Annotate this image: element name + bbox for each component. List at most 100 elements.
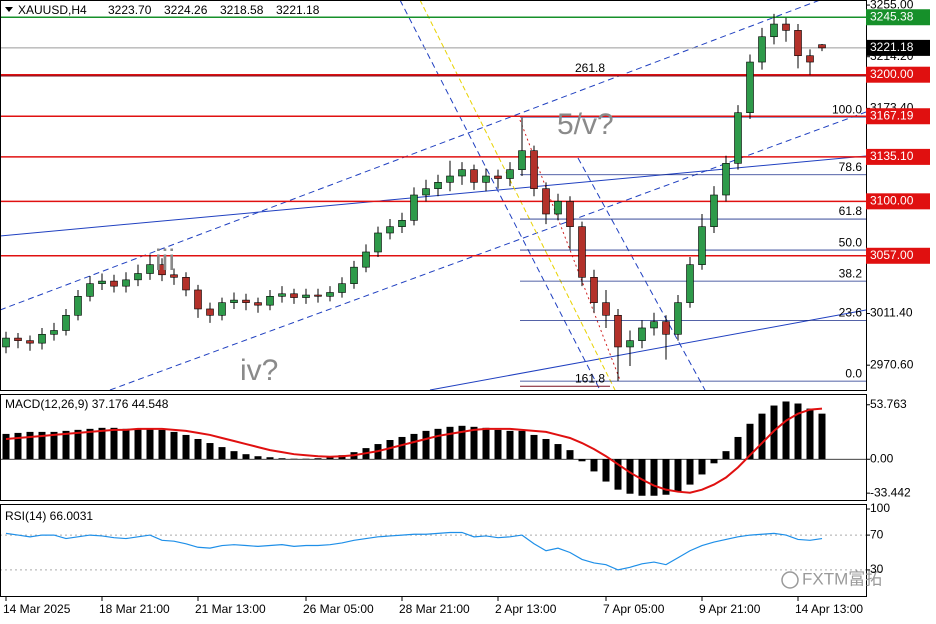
candle-body <box>182 277 190 291</box>
y-tick-label: 2970.60 <box>870 357 914 371</box>
macd-bar <box>278 458 286 460</box>
candle-body <box>74 295 82 316</box>
macd-bar <box>770 405 778 460</box>
macd-bar <box>266 457 274 460</box>
level-label: 3200.00 <box>870 67 914 81</box>
chart-title: XAUUSD,H4 <box>18 3 87 17</box>
macd-bar <box>506 430 514 460</box>
macd-bar <box>62 430 70 460</box>
macd-bar <box>686 459 694 485</box>
macd-bar <box>2 433 10 460</box>
candle-body <box>638 327 646 341</box>
macd-bar <box>542 438 550 460</box>
candle-body <box>290 293 298 298</box>
candle-body <box>434 182 442 189</box>
channel-line <box>399 0 601 391</box>
level-label-bg <box>866 9 930 26</box>
candle-body <box>302 294 310 298</box>
macd-bar <box>602 459 610 482</box>
level-label-bg <box>866 39 930 56</box>
macd-bar <box>326 457 334 460</box>
fib-label: 50.0 <box>839 235 863 249</box>
candle-body <box>458 169 466 177</box>
candle-body <box>254 302 262 306</box>
macd-bar <box>590 459 598 472</box>
candle-body <box>578 226 586 278</box>
x-tick-label: 7 Apr 05:00 <box>603 602 665 616</box>
candle-body <box>218 302 226 316</box>
candle-body <box>602 302 610 316</box>
macd-bar <box>614 459 622 490</box>
ohlc-values: 3223.70 3224.26 3218.58 3221.18 <box>108 3 320 17</box>
macd-bar <box>254 456 262 460</box>
macd-bar <box>170 431 178 460</box>
candle-body <box>422 188 430 196</box>
y-tick-label: 30 <box>870 562 884 576</box>
candle-body <box>230 299 238 303</box>
macd-bar <box>38 431 46 460</box>
x-tick-label: 2 Apr 13:00 <box>495 602 557 616</box>
candle-body <box>386 226 394 234</box>
macd-bar <box>410 433 418 460</box>
macd-bar <box>674 459 682 492</box>
macd-frame <box>0 394 867 501</box>
macd-bar <box>74 429 82 460</box>
signal-line <box>5 407 823 494</box>
macd-bar <box>698 459 706 475</box>
fib-label: 0.0 <box>845 366 862 380</box>
macd-bar <box>98 427 106 460</box>
macd-bar <box>134 428 142 460</box>
candle-body <box>590 277 598 303</box>
macd-bar <box>482 427 490 460</box>
candle-body <box>674 302 682 335</box>
wave-label: iii <box>155 244 175 277</box>
candle-body <box>14 337 22 341</box>
menu-triangle[interactable] <box>5 7 13 12</box>
macd-bar <box>110 427 118 460</box>
macd-bar <box>758 413 766 460</box>
level-label: 3100.00 <box>870 194 914 208</box>
y-tick-label: 3255.00 <box>870 0 914 11</box>
level-label: 3221.18 <box>870 40 914 54</box>
candle-body <box>350 266 358 284</box>
candle-body <box>86 283 94 297</box>
candle-body <box>650 321 658 329</box>
macd-bar <box>122 428 130 460</box>
candle-body <box>134 273 142 281</box>
candle-body <box>710 194 718 227</box>
candle-body <box>806 55 814 63</box>
macd-bar <box>434 428 442 460</box>
candle-body <box>398 220 406 227</box>
macd-bar <box>218 447 226 460</box>
candle-body <box>374 232 382 253</box>
x-tick-label: 28 Mar 21:00 <box>399 602 470 616</box>
fib-label: 78.6 <box>839 160 863 174</box>
macd-bar <box>470 426 478 460</box>
channel-line <box>0 0 821 311</box>
x-tick-label: 14 Apr 13:00 <box>795 602 863 616</box>
candle-body <box>338 283 346 293</box>
macd-bar <box>158 429 166 460</box>
macd-bar <box>650 459 658 496</box>
macd-bar <box>746 423 754 460</box>
fib-label: 61.8 <box>839 204 863 218</box>
marks <box>0 13 866 571</box>
x-tick-label: 21 Mar 13:00 <box>195 602 266 616</box>
candle-body <box>170 274 178 278</box>
macd-bar <box>518 430 526 460</box>
macd-bar <box>578 459 586 462</box>
candle-body <box>566 201 574 227</box>
macd-bar <box>662 459 670 495</box>
watermark: FXTM富拓 <box>802 569 882 588</box>
y-tick-label: 53.763 <box>870 397 907 411</box>
candle-body <box>662 321 670 335</box>
fib-extension-label: 161.8 <box>575 371 605 385</box>
ohlc-value: 3224.26 <box>164 3 208 17</box>
channel-line <box>419 0 616 391</box>
x-tick-label: 26 Mar 05:00 <box>303 602 374 616</box>
candle-body <box>62 314 70 331</box>
macd-title: MACD(12,26,9) 37.176 44.548 <box>5 397 169 411</box>
macd-bar <box>50 431 58 460</box>
candle-body <box>326 292 334 297</box>
